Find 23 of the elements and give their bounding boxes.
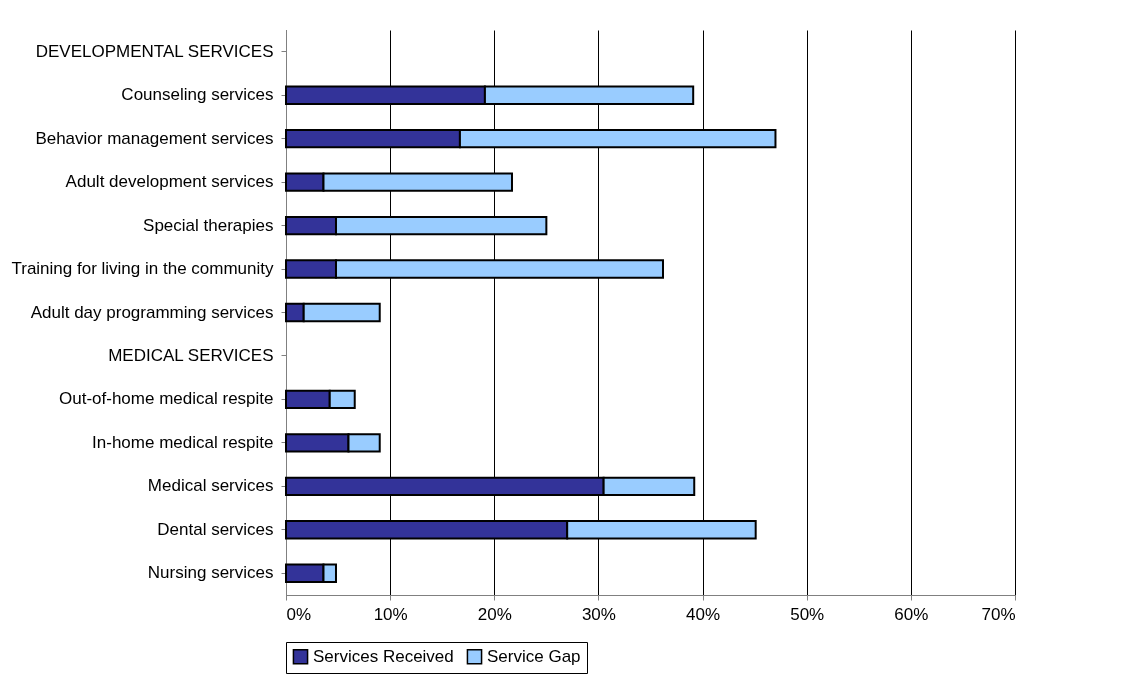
y-tick-label: MEDICAL SERVICES	[108, 345, 274, 365]
x-tick-label: 70%	[981, 604, 1016, 624]
y-tick-label: Out-of-home medical respite	[59, 389, 274, 409]
x-tick-label: 20%	[477, 604, 512, 624]
y-tick-label: Dental services	[157, 519, 274, 539]
y-tick-label: Special therapies	[143, 215, 274, 235]
y-tick-label: In-home medical respite	[92, 432, 274, 452]
x-tick-label: 10%	[373, 604, 408, 624]
y-tick-label: Adult day programming services	[30, 302, 274, 322]
x-tick-label: 30%	[581, 604, 616, 624]
y-tick-label: DEVELOPMENTAL SERVICES	[35, 41, 274, 61]
x-tick-label: 0%	[286, 604, 312, 624]
y-tick-label: Medical services	[147, 476, 274, 496]
y-tick-label: Adult development services	[65, 172, 274, 192]
x-tick-label: 50%	[790, 604, 825, 624]
y-tick-label: Counseling services	[121, 85, 274, 105]
x-tick-label: 60%	[894, 604, 929, 624]
y-tick-label: Behavior management services	[35, 128, 274, 148]
x-tick-label: 40%	[686, 604, 721, 624]
legend-label: Services Received	[313, 646, 454, 666]
legend-label: Service Gap	[487, 646, 581, 666]
y-tick-label: Training for living in the community	[11, 259, 274, 279]
y-tick-label: Nursing services	[147, 563, 274, 583]
